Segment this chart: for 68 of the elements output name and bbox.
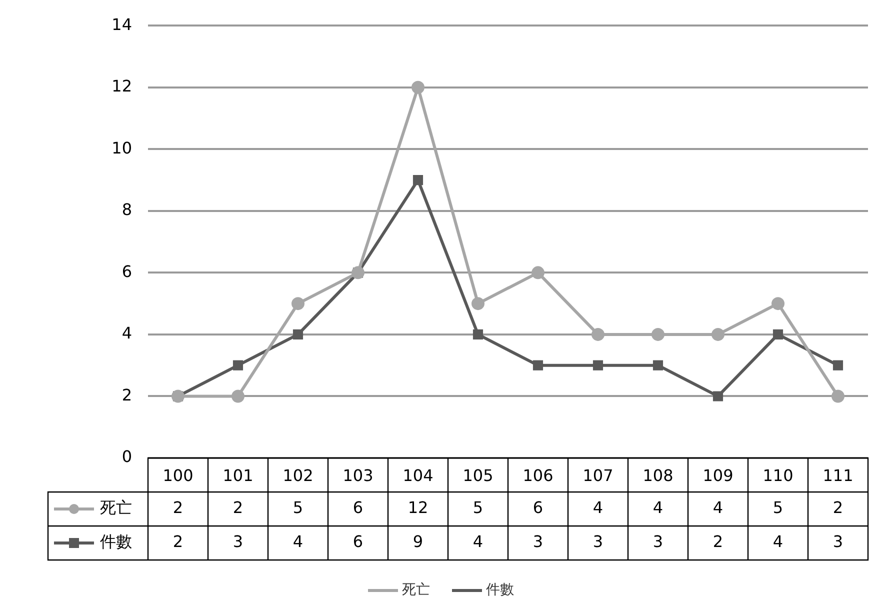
- data-label: 9: [412, 532, 424, 552]
- y-tick-label: 4: [122, 324, 132, 343]
- x-tick-label: 111: [822, 466, 854, 485]
- x-tick-label: 105: [462, 466, 494, 485]
- point: [292, 297, 304, 310]
- y-tick-label: 2: [122, 385, 132, 404]
- data-label: 12: [408, 498, 428, 518]
- data-label: 2: [172, 498, 184, 518]
- point: [232, 390, 244, 403]
- point: [232, 360, 244, 370]
- data-label: 5: [472, 498, 484, 518]
- y-tick-label: 0: [122, 447, 132, 466]
- x-tick-label: 104: [402, 466, 434, 485]
- x-tick-label: 103: [342, 466, 374, 485]
- data-label: 3: [232, 532, 244, 552]
- data-label: 6: [352, 532, 364, 552]
- data-label: 2: [232, 498, 244, 518]
- point: [772, 329, 784, 340]
- point: [592, 328, 604, 341]
- point: [592, 360, 604, 370]
- point: [832, 360, 844, 370]
- point: [292, 329, 304, 340]
- x-tick-label: 109: [702, 466, 734, 485]
- legend-label: 件數: [100, 532, 132, 552]
- point: [532, 360, 544, 370]
- point: [652, 328, 664, 341]
- data-label: 3: [652, 532, 664, 552]
- y-tick-label: 10: [112, 138, 132, 158]
- data-label: 4: [292, 532, 304, 552]
- point: [712, 328, 724, 341]
- data-label: 4: [592, 498, 604, 518]
- x-tick-label: 107: [582, 466, 614, 485]
- point: [532, 266, 544, 280]
- data-label: 2: [172, 532, 184, 552]
- data-label: 4: [712, 498, 724, 518]
- point: [772, 297, 784, 310]
- data-label: 6: [352, 498, 364, 518]
- point: [412, 80, 424, 94]
- x-tick-label: 100: [162, 466, 194, 485]
- x-tick-label: 108: [642, 466, 674, 485]
- data-label: 3: [832, 532, 844, 552]
- point: [472, 297, 484, 310]
- text: 件數: [486, 582, 514, 598]
- x-tick-label: 101: [222, 466, 254, 485]
- data-label: 2: [832, 498, 844, 518]
- point: [412, 174, 424, 186]
- point: [652, 360, 664, 370]
- data-label: 4: [772, 532, 784, 552]
- y-tick-label: 14: [112, 14, 132, 34]
- data-label: 5: [292, 498, 304, 518]
- legend-label: 死亡: [100, 498, 132, 518]
- x-tick-label: 106: [522, 466, 554, 485]
- data-label: 4: [472, 532, 484, 552]
- y-tick-label: 8: [122, 200, 132, 220]
- data-label: 3: [592, 532, 604, 552]
- point: [472, 329, 484, 340]
- data-label: 4: [652, 498, 664, 518]
- point: [712, 391, 724, 402]
- data-label: 2: [712, 532, 724, 552]
- point: [832, 390, 844, 403]
- text: 死亡: [402, 582, 430, 598]
- data-label: 3: [532, 532, 544, 552]
- data-label: 5: [772, 498, 784, 518]
- y-tick-label: 12: [112, 76, 132, 96]
- x-tick-label: 110: [762, 466, 794, 485]
- y-tick-label: 6: [122, 262, 132, 281]
- x-tick-label: 102: [282, 466, 314, 485]
- data-label: 6: [532, 498, 544, 518]
